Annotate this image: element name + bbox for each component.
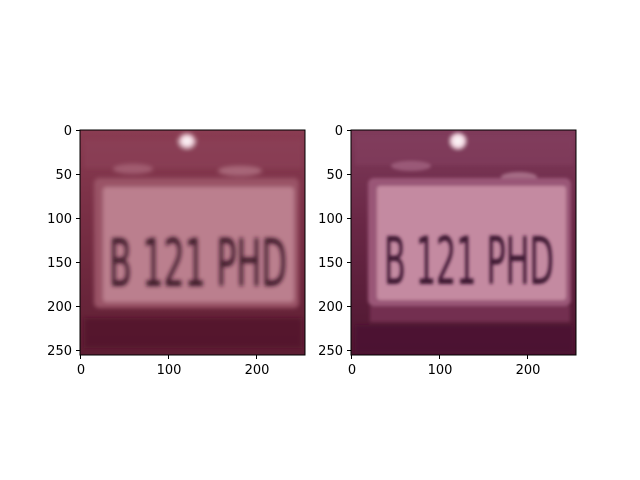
right-ytick-label: 250 [318,344,343,359]
right-image: B 121 PHD [351,130,576,355]
right-plate-text: B 121 PHD [384,223,554,300]
right-ytick-label: 0 [335,124,343,139]
right-xtick-label: 200 [516,363,541,378]
right-x-axis: 0 100 200 [348,355,541,378]
left-ytick-label: 250 [47,344,72,359]
left-xtick-label: 200 [245,363,270,378]
right-xtick-label: 100 [428,363,453,378]
right-ytick-label: 100 [318,212,343,227]
right-ytick-label: 50 [326,168,343,183]
right-ytick-label: 150 [318,256,343,271]
left-ytick-label: 50 [55,168,72,183]
right-axes-frame [350,129,577,356]
right-xtick-label: 0 [348,363,356,378]
right-ytick-label: 200 [318,300,343,315]
left-ytick-label: 0 [64,124,72,139]
right-y-axis: 0 50 100 150 200 250 [318,124,351,359]
left-image: B 121 PHD [80,130,305,355]
left-x-axis: 0 100 200 [77,355,270,378]
left-ytick-label: 100 [47,212,72,227]
left-ytick-label: 200 [47,300,72,315]
left-xtick-label: 100 [157,363,182,378]
left-plate-text: B 121 PHD [109,225,287,302]
left-y-axis: 0 50 100 150 200 250 [47,124,80,359]
left-xtick-label: 0 [77,363,85,378]
left-ytick-label: 150 [47,256,72,271]
left-axes-frame [79,129,306,356]
